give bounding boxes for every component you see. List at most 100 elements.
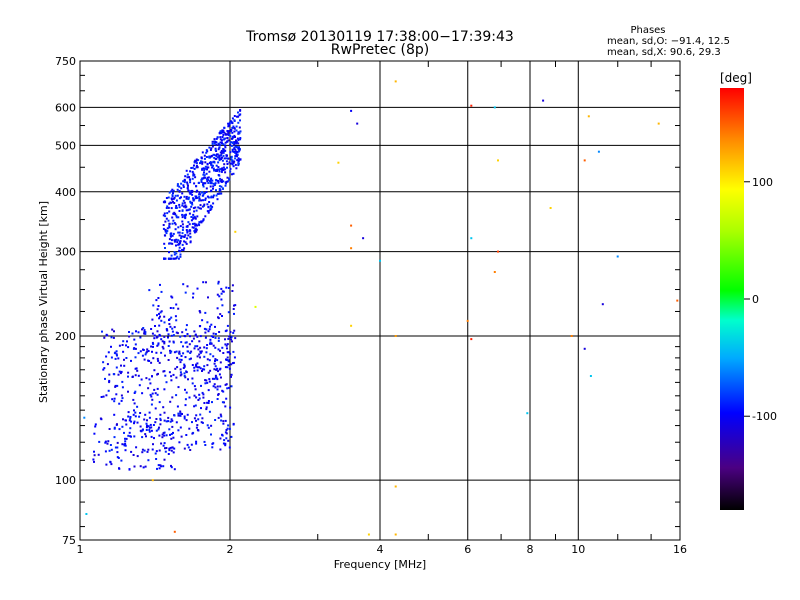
data-point xyxy=(134,374,137,377)
data-point xyxy=(235,141,238,144)
data-point xyxy=(207,426,210,429)
data-point xyxy=(226,366,229,369)
data-point xyxy=(154,407,157,410)
data-point xyxy=(129,416,132,418)
data-point xyxy=(188,229,191,232)
data-point xyxy=(224,431,227,434)
data-point xyxy=(190,205,193,208)
data-point xyxy=(184,217,187,220)
data-point xyxy=(133,392,136,394)
data-point xyxy=(213,184,216,186)
data-point xyxy=(493,106,496,109)
data-point xyxy=(170,207,173,210)
data-point xyxy=(197,418,200,421)
data-point xyxy=(193,417,196,420)
data-point xyxy=(222,148,225,151)
data-point xyxy=(230,158,233,161)
data-point xyxy=(196,369,199,372)
data-point xyxy=(133,409,135,412)
data-point xyxy=(239,119,241,122)
data-point xyxy=(193,164,195,167)
data-point xyxy=(192,207,195,210)
data-point xyxy=(227,424,230,427)
data-point xyxy=(172,373,175,376)
data-point xyxy=(218,295,221,298)
data-point xyxy=(189,200,192,203)
data-point xyxy=(234,148,237,151)
data-point xyxy=(169,400,172,403)
data-point xyxy=(144,413,147,416)
data-point xyxy=(233,312,235,315)
data-point xyxy=(231,340,233,343)
data-point xyxy=(195,190,198,193)
data-point xyxy=(116,384,119,387)
data-point xyxy=(213,169,216,172)
data-point xyxy=(159,315,161,318)
data-point xyxy=(208,201,211,203)
data-point xyxy=(189,352,192,354)
colorbar-tick-label: 100 xyxy=(752,176,773,189)
data-point xyxy=(219,385,222,388)
data-point xyxy=(177,243,180,246)
data-point xyxy=(219,367,222,370)
data-point xyxy=(181,202,184,205)
data-point xyxy=(175,350,178,353)
data-point xyxy=(212,196,215,199)
data-point xyxy=(170,350,173,353)
data-point xyxy=(113,427,116,430)
data-point xyxy=(211,401,213,404)
data-point xyxy=(176,405,179,408)
data-point xyxy=(237,139,240,142)
data-point xyxy=(201,167,204,170)
chart-subtitle: RwPretec (8p) xyxy=(331,42,429,58)
data-point xyxy=(239,158,242,161)
data-point xyxy=(173,213,176,216)
data-point xyxy=(211,142,214,145)
data-point xyxy=(221,136,224,138)
data-point xyxy=(148,416,151,419)
data-point xyxy=(193,394,196,397)
data-point xyxy=(163,321,166,324)
data-point xyxy=(587,115,590,118)
data-point xyxy=(176,188,179,191)
data-point xyxy=(202,396,205,399)
data-point xyxy=(219,192,222,195)
data-point xyxy=(165,447,168,449)
data-point xyxy=(179,253,182,256)
data-point xyxy=(156,314,158,317)
data-point xyxy=(133,338,136,341)
data-point xyxy=(171,216,174,219)
data-point xyxy=(181,204,184,207)
data-point xyxy=(184,404,187,407)
data-point xyxy=(168,251,170,254)
data-point xyxy=(133,402,136,405)
data-point xyxy=(210,424,213,427)
data-point xyxy=(164,447,166,450)
data-point xyxy=(134,411,137,414)
data-point xyxy=(228,386,230,389)
data-point xyxy=(190,167,193,169)
data-point xyxy=(159,334,162,337)
data-point xyxy=(210,182,213,185)
data-point xyxy=(159,417,162,420)
data-point xyxy=(203,402,206,404)
data-point xyxy=(170,466,173,469)
data-point xyxy=(206,358,209,361)
chart-title: Tromsø 20130119 17:38:00−17:39:43 xyxy=(245,29,514,45)
data-point xyxy=(160,310,163,313)
data-point xyxy=(179,426,182,429)
data-point xyxy=(203,174,206,177)
data-point xyxy=(177,226,180,229)
data-point xyxy=(216,359,219,362)
data-point xyxy=(233,160,236,163)
data-point xyxy=(217,317,220,320)
data-point xyxy=(170,316,173,319)
data-point xyxy=(188,212,191,215)
data-point xyxy=(211,179,214,182)
data-point xyxy=(194,160,197,163)
data-point xyxy=(134,356,137,359)
data-point xyxy=(202,393,205,396)
data-point xyxy=(182,345,184,348)
data-point xyxy=(170,254,173,257)
data-point xyxy=(224,181,227,184)
